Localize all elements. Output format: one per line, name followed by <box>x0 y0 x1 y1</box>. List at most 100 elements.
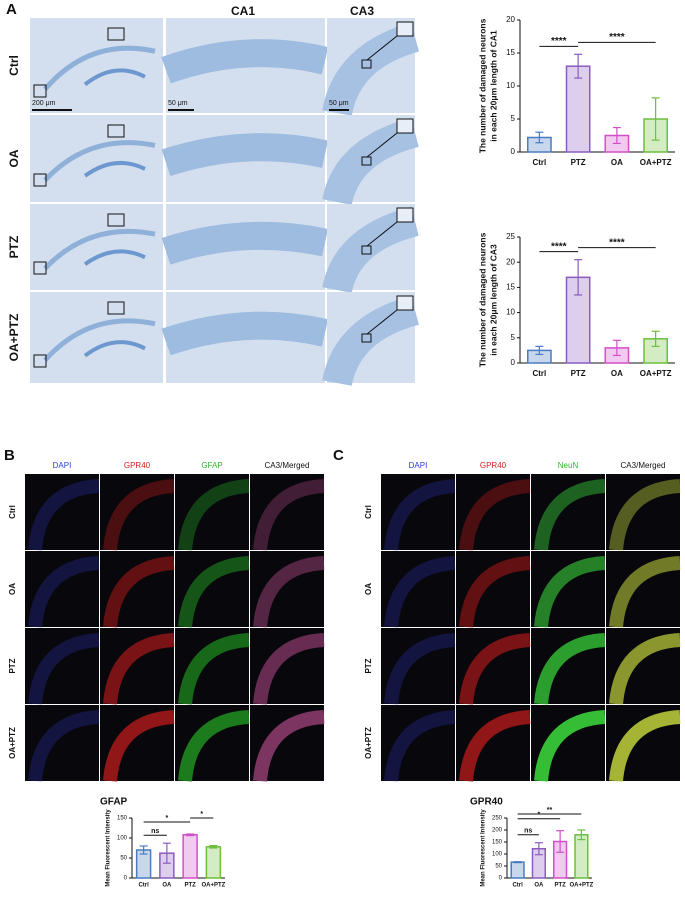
significance-label: **** <box>551 36 567 47</box>
tissue-band <box>83 249 146 266</box>
y-axis-label: The number of damaged neurons <box>477 18 487 153</box>
cell-layer <box>253 479 325 551</box>
significance-label: **** <box>609 237 625 248</box>
cell-layer <box>28 479 100 551</box>
column-header: NeuN <box>558 461 579 470</box>
column-header: GFAP <box>201 461 222 470</box>
y-axis-label: Mean Fluorescent Intensity <box>481 809 487 887</box>
row-label: PTZ <box>8 658 17 673</box>
roi-box <box>33 84 47 98</box>
scale-bar-label: 50 μm <box>329 100 349 107</box>
y-tick-label: 5 <box>511 114 516 123</box>
tissue-band <box>43 228 156 271</box>
roi-box <box>396 118 414 134</box>
row-label: Ctrl <box>364 505 373 519</box>
significance-label: **** <box>609 32 625 43</box>
row-label: PTZ <box>7 236 21 259</box>
significance-label: * <box>200 811 203 818</box>
roi-box <box>107 27 125 41</box>
cell-layer <box>178 479 250 551</box>
y-axis-label: Mean Fluorescent Intensity <box>106 809 112 887</box>
roi-box <box>33 173 47 187</box>
cell-layer <box>459 710 531 782</box>
scale-bar-label: 50 μm <box>168 100 188 107</box>
fluorescence-image <box>25 551 99 627</box>
cell-layer <box>103 479 175 551</box>
roi-box <box>107 213 125 227</box>
cell-layer <box>534 556 606 628</box>
cell-layer <box>161 133 328 177</box>
cell-layer <box>178 556 250 628</box>
chart-title: GPR40 <box>470 797 503 808</box>
column-header: CA1 <box>231 4 255 18</box>
tissue-band <box>43 140 156 182</box>
bar <box>182 834 198 879</box>
y-axis-label: The number of damaged neurons <box>477 232 487 367</box>
row-label: Ctrl <box>8 505 17 519</box>
micrograph <box>30 18 163 113</box>
chart-title: GFAP <box>100 797 128 808</box>
y-tick-label: 150 <box>492 840 503 846</box>
x-tick-label: OA+PTZ <box>569 883 593 889</box>
cell-layer <box>384 710 456 782</box>
y-tick-label: 0 <box>499 876 503 882</box>
x-tick-label: OA+PTZ <box>640 369 672 378</box>
row-label: OA+PTZ <box>364 727 373 759</box>
zoom-line <box>366 132 398 158</box>
cell-layer <box>253 556 325 628</box>
y-tick-label: 0 <box>511 147 516 156</box>
y-tick-label: 150 <box>117 816 128 822</box>
cell-layer <box>103 710 175 782</box>
cell-layer <box>253 633 325 705</box>
bar <box>565 65 591 153</box>
cell-layer <box>459 633 531 705</box>
x-tick-label: OA+PTZ <box>201 883 225 889</box>
cell-layer <box>609 633 681 705</box>
y-tick-label: 25 <box>506 232 515 241</box>
column-header: CA3 <box>350 4 374 18</box>
y-tick-label: 100 <box>492 852 503 858</box>
cell-layer <box>534 479 606 551</box>
y-tick-label: 15 <box>506 48 515 57</box>
fluorescence-image <box>456 474 530 550</box>
roi-box <box>396 295 414 311</box>
cell-layer <box>161 311 329 356</box>
micrograph <box>30 115 163 202</box>
roi-box <box>396 21 414 37</box>
x-tick-label: Ctrl <box>532 158 546 167</box>
cell-layer <box>178 710 250 782</box>
row-label: OA+PTZ <box>7 314 21 362</box>
y-axis-label: in each 20μm length of CA3 <box>488 244 498 356</box>
y-tick-label: 0 <box>124 876 128 882</box>
significance-label: ** <box>547 807 553 814</box>
panel-label: A <box>6 1 17 18</box>
fluorescence-image <box>175 474 249 550</box>
tissue-band <box>43 45 156 91</box>
y-tick-label: 10 <box>506 308 515 317</box>
fluorescence-image <box>381 551 455 627</box>
panel-label: C <box>333 447 344 464</box>
column-header: GPR40 <box>124 461 151 470</box>
row-label: PTZ <box>364 658 373 673</box>
row-label: OA <box>8 583 17 595</box>
fluorescence-image <box>100 474 174 550</box>
x-tick-label: OA+PTZ <box>640 158 672 167</box>
zoom-line <box>366 309 398 335</box>
micrograph <box>30 204 163 290</box>
zoom-line <box>366 221 398 247</box>
y-tick-label: 100 <box>117 836 128 842</box>
cell-layer <box>459 479 531 551</box>
cell-layer <box>253 710 325 782</box>
roi-box <box>33 354 47 368</box>
bar <box>510 861 525 879</box>
row-label: OA <box>7 149 21 167</box>
column-header: DAPI <box>53 461 72 470</box>
cell-layer <box>103 556 175 628</box>
cell-layer <box>28 710 100 782</box>
roi-box <box>107 124 125 138</box>
y-tick-label: 20 <box>506 257 515 266</box>
x-tick-label: OA <box>611 158 623 167</box>
fluorescence-image <box>381 705 455 781</box>
y-axis-label: in each 20μm length of CA1 <box>488 30 498 142</box>
